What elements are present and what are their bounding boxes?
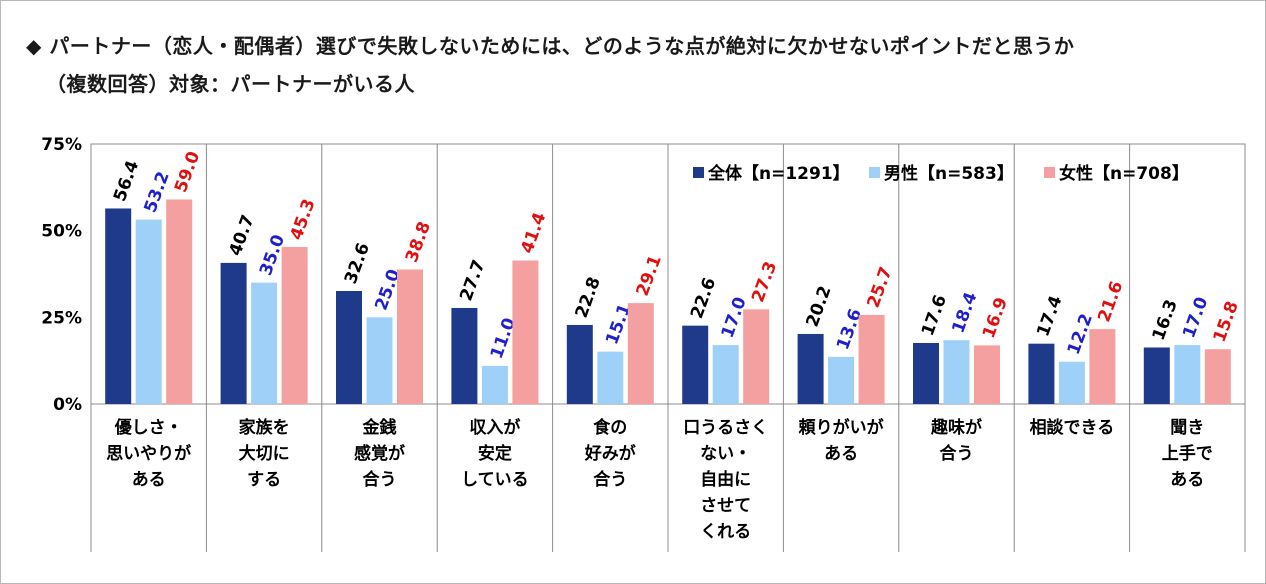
data-label: 18.4	[948, 290, 981, 336]
data-label: 40.7	[226, 212, 259, 258]
category-label: 合う	[593, 469, 627, 490]
bar	[627, 303, 654, 404]
bar	[166, 199, 193, 404]
category-label: 趣味が	[930, 417, 982, 438]
category-label: 好みが	[584, 443, 636, 464]
category-label: 自由に	[700, 469, 751, 490]
data-label: 16.9	[979, 295, 1012, 341]
bar	[566, 324, 593, 404]
category-label: する	[247, 470, 281, 490]
bar	[1089, 329, 1116, 404]
bar	[251, 282, 278, 404]
data-label: 27.3	[748, 259, 781, 305]
category-label: 感覚が	[354, 443, 405, 464]
category-label: くれる	[700, 522, 751, 542]
category-label: 合う	[940, 443, 974, 464]
data-label: 59.0	[171, 149, 204, 195]
data-label: 25.7	[864, 264, 897, 310]
y-tick-label: 75%	[41, 135, 82, 155]
bar	[1174, 345, 1201, 404]
bar	[481, 365, 508, 404]
category-label: 上手で	[1162, 443, 1213, 464]
data-label: 17.0	[1179, 294, 1212, 340]
bar	[1058, 361, 1085, 404]
category-label: 大切に	[239, 443, 290, 464]
category-label: 家族を	[239, 417, 290, 438]
category-label: 金銭	[362, 417, 397, 438]
legend-label: 男性【n=583】	[884, 163, 1014, 184]
bar	[366, 317, 393, 404]
bar	[1143, 347, 1170, 404]
bar	[1204, 349, 1231, 404]
data-label: 27.7	[456, 257, 489, 303]
data-label: 21.6	[1094, 279, 1127, 325]
category-label: 口うるさく	[683, 418, 768, 438]
bar	[220, 262, 247, 404]
data-label: 41.4	[517, 210, 550, 256]
category-label: させて	[700, 496, 751, 516]
legend-label: 女性【n=708】	[1059, 163, 1189, 184]
bar	[743, 309, 770, 404]
bar	[597, 351, 624, 404]
category-label: ない・	[700, 444, 751, 464]
data-label: 16.3	[1149, 297, 1182, 343]
bar	[712, 345, 739, 404]
bar	[913, 342, 939, 404]
category-label: 相談できる	[1030, 417, 1115, 438]
chart-title-line-1: ◆ パートナー（恋人・配偶者）選びで失敗しないためには、どのような点が絶対に欠か…	[26, 34, 1075, 58]
category-label: 思いやりが	[106, 443, 191, 464]
bar	[974, 345, 1000, 404]
legend-swatch	[869, 167, 880, 178]
data-label: 17.4	[1033, 293, 1066, 339]
bar	[858, 314, 885, 404]
data-label: 32.6	[341, 240, 374, 286]
bar	[105, 208, 132, 404]
data-label: 45.3	[287, 196, 320, 242]
data-label: 29.1	[633, 253, 666, 299]
chart-title-line-2: （複数回答）対象：パートナーがいる人	[46, 72, 415, 96]
bar	[397, 269, 423, 404]
category-label: 安定	[478, 443, 512, 464]
category-label: 優しさ・	[114, 417, 183, 438]
category-label: している	[461, 470, 529, 490]
category-label: 聞き	[1170, 418, 1204, 438]
y-tick-label: 50%	[41, 222, 82, 242]
category-label: 合う	[363, 469, 397, 490]
data-label: 15.8	[1210, 299, 1243, 345]
data-label: 22.6	[687, 275, 720, 321]
data-label: 38.8	[402, 219, 435, 265]
bar	[682, 325, 709, 404]
legend-swatch	[1044, 167, 1055, 178]
bar	[451, 307, 478, 404]
category-label: ある	[824, 444, 858, 464]
data-label: 56.4	[110, 158, 143, 204]
bar	[135, 219, 162, 404]
category-label: 食の	[593, 417, 627, 438]
bar	[943, 340, 970, 404]
category-label: 収入が	[469, 417, 520, 438]
category-label: 頼りがいが	[799, 417, 884, 438]
bar	[797, 333, 824, 404]
bar	[512, 260, 539, 404]
legend-swatch	[693, 167, 704, 178]
y-tick-label: 25%	[41, 308, 82, 328]
legend-label: 全体【n=1291】	[707, 163, 850, 184]
data-label: 20.2	[803, 283, 836, 329]
bar	[1028, 343, 1055, 404]
y-tick-label: 0%	[53, 395, 82, 415]
data-label: 22.8	[572, 274, 605, 320]
category-label: ある	[1170, 470, 1204, 490]
bar	[336, 290, 362, 404]
bar	[281, 246, 308, 404]
category-label: ある	[132, 470, 166, 490]
data-label: 17.6	[918, 292, 951, 338]
bar	[828, 356, 855, 404]
